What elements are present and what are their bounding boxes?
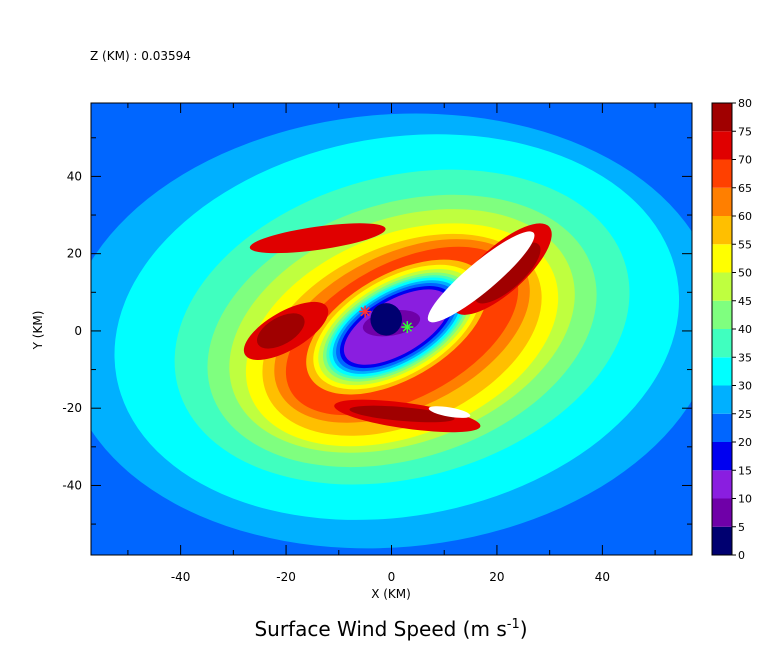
x-tick-label: 20: [489, 570, 504, 584]
colorbar-swatch: [712, 103, 732, 132]
colorbar-label: 70: [738, 154, 752, 167]
x-tick-label: 40: [595, 570, 610, 584]
contour-patch-70: [249, 223, 386, 254]
colorbar-swatch: [712, 413, 732, 442]
y-tick-label: 20: [67, 247, 82, 261]
missing-data-region: [428, 406, 471, 418]
chart-title: Surface Wind Speed (m s-1): [254, 617, 527, 641]
colorbar-swatch: [712, 187, 732, 216]
colorbar-label: 75: [738, 125, 752, 138]
y-axis-label: Y (KM): [31, 311, 45, 351]
colorbar-label: 50: [738, 267, 752, 280]
colorbar-swatch: [712, 357, 732, 386]
colorbar: 0 5 10 15 20 25 30 35 40 45 50 55 60 65 70 75 80: [711, 97, 752, 562]
contour-patch-75: [256, 313, 305, 349]
colorbar-label: 5: [738, 521, 745, 534]
contour-patch-75: [349, 405, 455, 423]
plot-area: [91, 103, 692, 555]
colorbar-swatch: [712, 159, 732, 188]
chart-title-main: Surface Wind Speed (m s: [254, 617, 506, 641]
colorbar-label: 30: [738, 380, 752, 393]
colorbar-swatch: [712, 131, 732, 160]
colorbar-swatch: [712, 244, 732, 273]
y-tick-label: -20: [62, 401, 82, 415]
y-tick-label: 40: [67, 169, 82, 183]
green-star-marker: [401, 321, 414, 334]
red-star-marker: [359, 305, 372, 318]
colorbar-label: 25: [738, 408, 752, 421]
markers: [359, 305, 414, 334]
colorbar-label: 0: [738, 549, 745, 562]
colorbar-swatch: [712, 498, 732, 527]
colorbar-swatch: [712, 470, 732, 499]
colorbar-label: 10: [738, 493, 752, 506]
colorbar-swatch: [712, 216, 732, 245]
contour-band-0: [370, 303, 403, 336]
colorbar-label: 15: [738, 464, 752, 477]
colorbar-label: 80: [738, 97, 752, 110]
colorbar-label: 20: [738, 436, 752, 449]
colorbar-label: 45: [738, 295, 752, 308]
colorbar-label: 60: [738, 210, 752, 223]
x-axis: -40 -20 0 20 40: [127, 103, 656, 584]
x-tick-label: -40: [171, 570, 191, 584]
chart-title-superscript: -1: [507, 617, 520, 632]
colorbar-swatch: [712, 385, 732, 414]
colorbar-swatch: [712, 272, 732, 301]
x-axis-label: X (KM): [371, 587, 411, 601]
colorbar-swatch: [712, 300, 732, 329]
z-level-label: Z (KM) : 0.03594: [90, 49, 191, 63]
colorbar-label: 65: [738, 182, 752, 195]
y-tick-label: 0: [74, 324, 82, 338]
missing-data-region: [427, 231, 535, 323]
chart-title-close: ): [520, 617, 528, 641]
contour-patch-75: [474, 242, 541, 304]
colorbar-swatch: [712, 329, 732, 358]
colorbar-swatch: [712, 442, 732, 471]
x-tick-label: 0: [388, 570, 396, 584]
colorbar-label: 55: [738, 238, 752, 251]
y-axis: -40 -20 0 20 40: [62, 137, 692, 525]
colorbar-label: 35: [738, 351, 752, 364]
x-tick-label: -20: [276, 570, 296, 584]
colorbar-swatch: [712, 526, 732, 555]
y-tick-label: -40: [62, 478, 82, 492]
colorbar-label: 40: [738, 323, 752, 336]
